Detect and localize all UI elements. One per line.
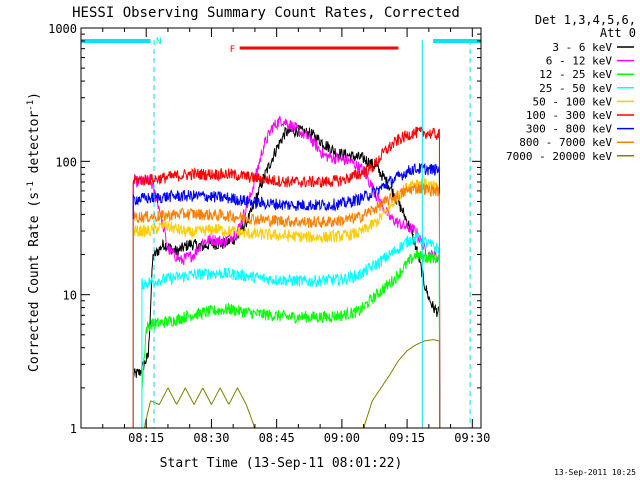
y-tick-label: 10 (63, 289, 77, 303)
axes: 08:15 08:30 08:45 09:00 09:15 09:30 1 10 100 1000 (48, 22, 490, 445)
chart-title: HESSI Observing Summary Count Rates, Cor… (72, 5, 460, 21)
legend-entry-label: 12 - 25 keV (539, 68, 612, 81)
legend-entry-label: 7000 - 20000 keV (506, 150, 612, 163)
x-tick-label: 09:00 (324, 431, 360, 445)
night-label: N (156, 37, 161, 47)
series-line (132, 177, 441, 429)
legend-entry-label: 6 - 12 keV (546, 55, 613, 68)
legend-header-line-2: Att 0 (600, 26, 636, 40)
legend-entry-label: 300 - 800 keV (526, 123, 612, 136)
series-layer (132, 115, 441, 429)
series-line (132, 124, 441, 429)
y-tick-label: 1000 (48, 22, 77, 36)
x-tick-label: 08:45 (259, 431, 295, 445)
legend-header-line-1: Det 1,3,4,5,6, (535, 13, 636, 27)
series-line (141, 249, 441, 429)
x-tick-label: 08:15 (128, 431, 164, 445)
x-tick-label: 09:30 (454, 431, 490, 445)
series-line (132, 183, 441, 429)
flare-label: F (230, 45, 235, 55)
x-tick-label: 09:15 (389, 431, 425, 445)
legend-entry-label: 800 - 7000 keV (519, 136, 612, 149)
series-line (132, 126, 441, 429)
overlay-layer: NF (81, 37, 481, 428)
footer-date: 13-Sep-2011 10:25 (554, 468, 636, 477)
legend-entry-label: 3 - 6 keV (552, 41, 612, 54)
x-tick-label: 08:30 (193, 431, 229, 445)
legend-entry-label: 25 - 50 keV (539, 82, 612, 95)
series-line (132, 162, 441, 429)
x-axis-label: Start Time (13-Sep-11 08:01:22) (160, 456, 403, 471)
y-tick-label: 1 (70, 422, 77, 436)
series-line (141, 231, 441, 429)
y-axis-label-text: Corrected Count Rate (s-1 detector-1) (26, 92, 42, 372)
plot-frame (80, 27, 482, 429)
y-axis-label: Corrected Count Rate (s-1 detector-1) (26, 92, 42, 372)
legend-entry-label: 50 - 100 keV (533, 95, 613, 108)
series-line (132, 115, 441, 429)
y-tick-label: 100 (55, 155, 77, 169)
series-line (144, 339, 441, 429)
legend-entry-label: 100 - 300 keV (526, 109, 612, 122)
